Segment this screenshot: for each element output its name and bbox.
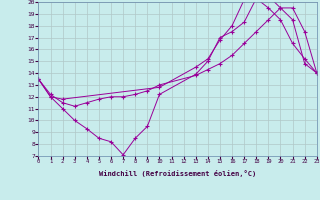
X-axis label: Windchill (Refroidissement éolien,°C): Windchill (Refroidissement éolien,°C) (99, 170, 256, 177)
